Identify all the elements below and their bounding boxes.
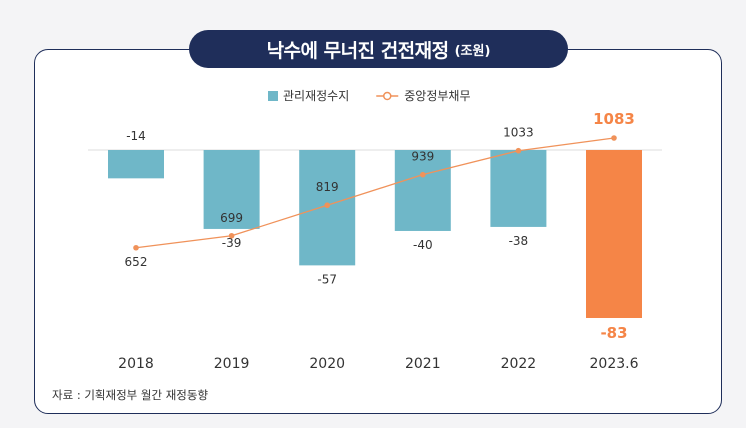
bar-value-label-2020: -57 <box>317 272 337 286</box>
legend-line-marker <box>383 91 392 101</box>
debt-point-2018 <box>133 244 139 251</box>
legend: 관리재정수지 중앙정부채무 <box>268 89 471 103</box>
x-tick-label-2021: 2021 <box>405 356 441 372</box>
debt-line <box>135 137 615 249</box>
legend-bar-swatch <box>268 91 278 101</box>
x-tick-label-2022: 2022 <box>501 356 537 372</box>
bar-2022 <box>490 150 547 227</box>
bar-2021 <box>394 150 451 231</box>
debt-point-2019 <box>228 232 235 239</box>
x-tick-label-2023.6: 2023.6 <box>590 356 639 372</box>
line-value-label-2019: 699 <box>220 211 243 225</box>
bar-value-label-2019: -39 <box>222 236 242 250</box>
line-value-label-2023.6: 1083 <box>593 110 635 128</box>
debt-point-2020 <box>324 202 331 209</box>
source-note: 자료 : 기획재정부 월간 재정동향 <box>52 388 209 402</box>
chart-unit: (조원) <box>454 43 491 59</box>
bar-value-label-2018: -14 <box>126 129 146 143</box>
chart-title: 낙수에 무너진 건전재정 <box>266 39 450 62</box>
debt-point-2021 <box>420 171 426 178</box>
line-value-label-2021: 939 <box>411 150 434 164</box>
x-tick-label-2019: 2019 <box>214 356 250 372</box>
line-value-label-2022: 1033 <box>503 126 534 140</box>
bar-value-label-2022: -38 <box>509 234 529 248</box>
title-banner: 낙수에 무너진 건전재정 (조원) <box>189 30 568 68</box>
bar-2023.6 <box>586 150 642 318</box>
bar-2018 <box>108 150 164 179</box>
legend-bar-label: 관리재정수지 <box>283 89 349 103</box>
bar-value-label-2023.6: -83 <box>600 324 627 342</box>
legend-line-label: 중앙정부채무 <box>404 89 470 103</box>
debt-point-2022 <box>515 147 522 154</box>
line-value-label-2020: 819 <box>316 180 339 194</box>
bar-2019 <box>203 150 260 229</box>
line-value-label-2018: 652 <box>125 255 148 269</box>
x-tick-label-2020: 2020 <box>309 356 345 372</box>
debt-point-2023.6 <box>611 135 617 141</box>
bar-value-label-2021: -40 <box>413 238 433 252</box>
x-tick-label-2018: 2018 <box>118 356 154 372</box>
